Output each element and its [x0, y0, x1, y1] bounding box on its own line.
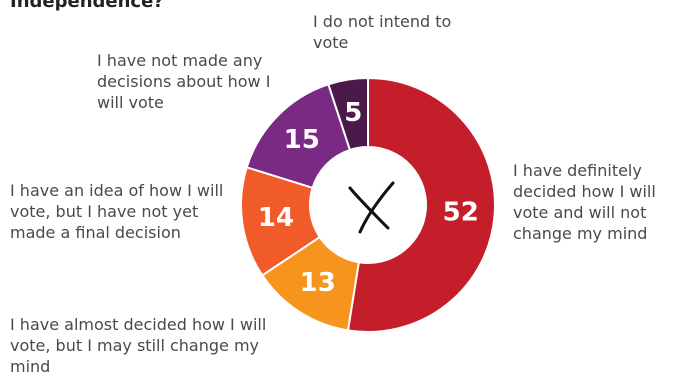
- slice: [346, 76, 496, 333]
- chart: 5 15 14 13 52: [240, 76, 496, 333]
- label: I do not intend to vote: [313, 12, 452, 52]
- value-label: 15: [284, 125, 320, 155]
- label: I have an idea of how I will vote, but I…: [10, 181, 224, 242]
- center-cross: [348, 181, 395, 234]
- value-label: 13: [300, 268, 336, 298]
- chart-title: Independence?: [10, 0, 164, 12]
- cross-stroke: [348, 186, 390, 230]
- value-label: 14: [258, 203, 294, 233]
- value-label: 52: [443, 197, 479, 227]
- label: I have almost decided how I will vote, b…: [10, 315, 267, 376]
- value-label: 5: [344, 98, 362, 128]
- label: I have not made any decisions about how …: [97, 51, 271, 112]
- cross-stroke: [358, 181, 395, 234]
- page: {"chart_data": {"type": "donut", "title"…: [10, 0, 656, 376]
- label: I have definitely decided how I will vot…: [513, 161, 656, 243]
- slice: [327, 76, 369, 152]
